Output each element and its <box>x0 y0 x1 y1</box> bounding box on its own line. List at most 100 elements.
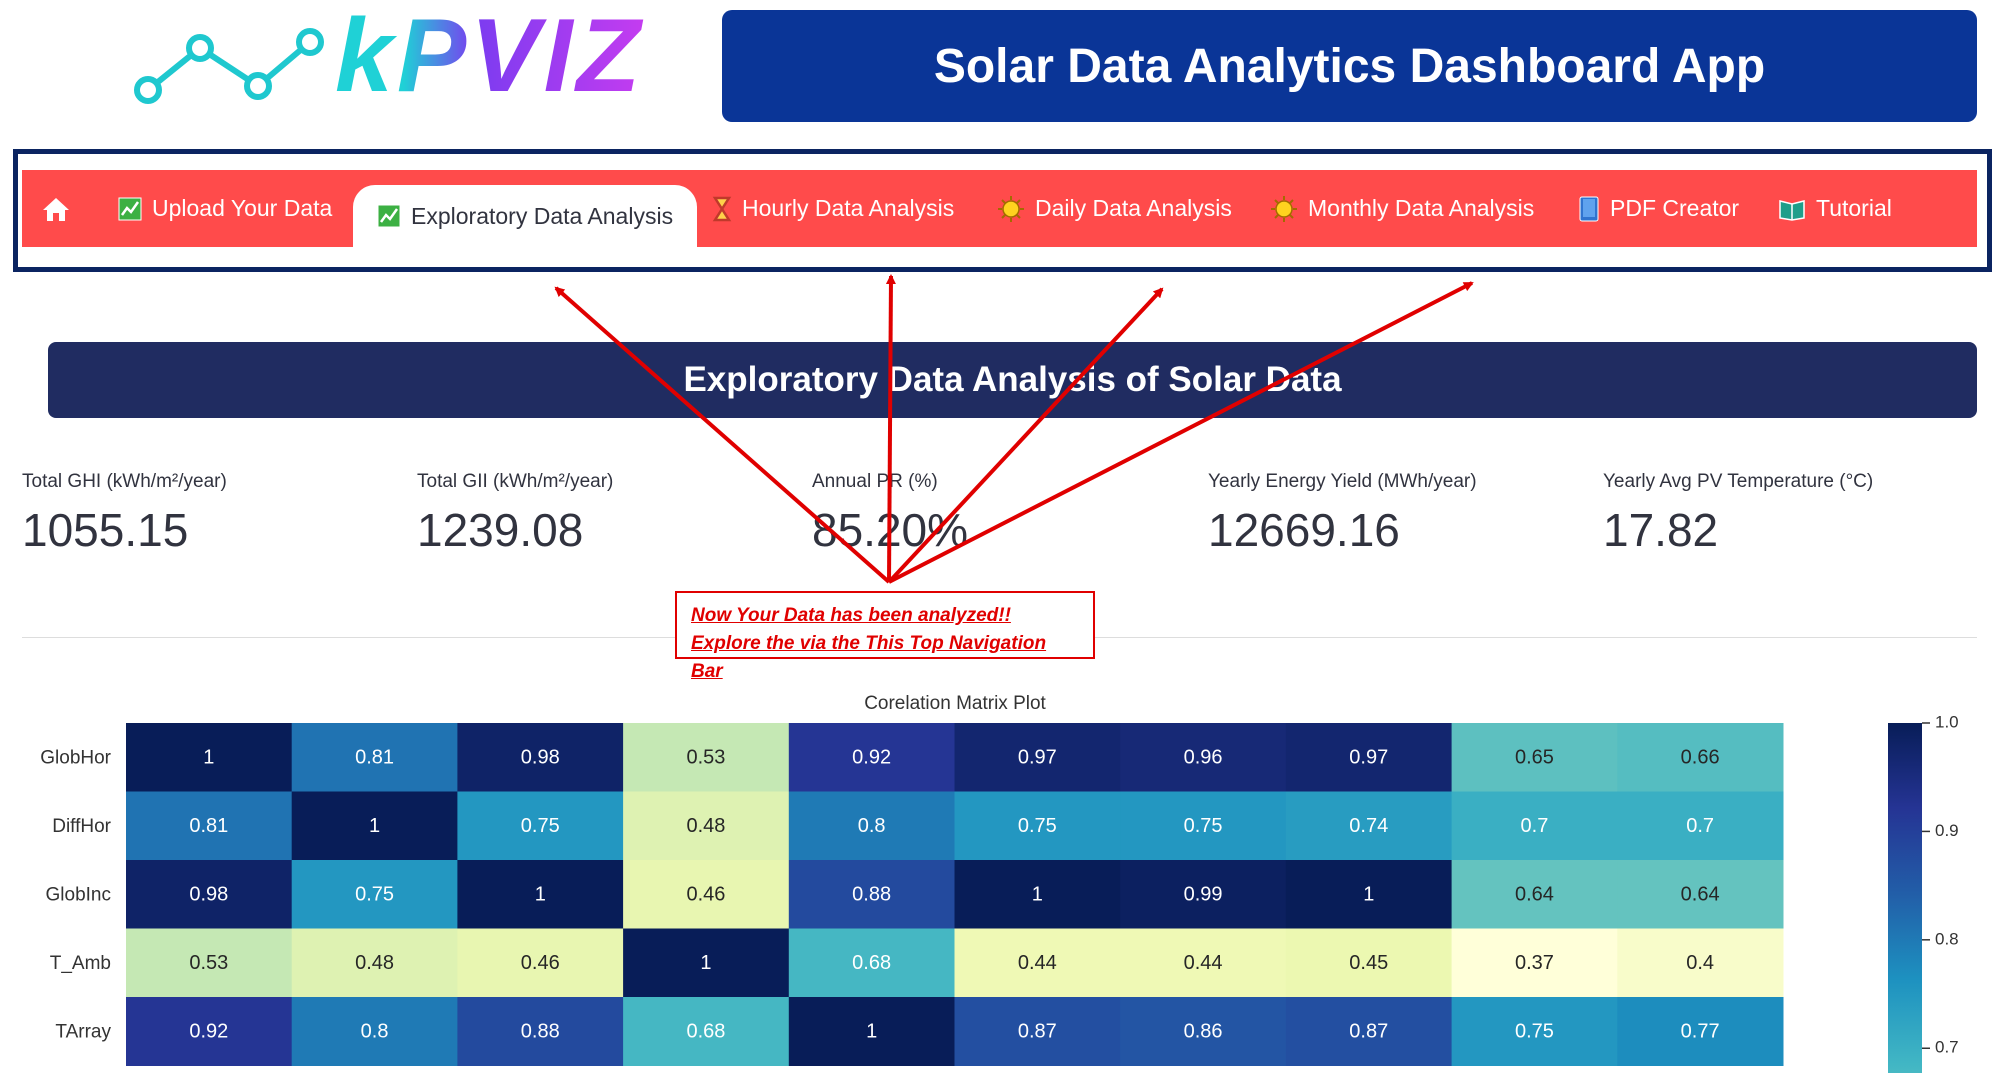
colorbar-tick-label: 0.9 <box>1935 821 1959 840</box>
heatmap-cell <box>1120 928 1287 998</box>
heatmap-cell <box>1451 997 1618 1066</box>
nav-label: PDF Creator <box>1610 195 1740 221</box>
cell-label: 0.98 <box>521 747 560 769</box>
metric-value: 12669.16 <box>1208 504 1400 556</box>
cell-label: 0.97 <box>1349 747 1388 769</box>
heatmap-cell <box>954 723 1121 792</box>
cell-label: 0.88 <box>521 1021 560 1043</box>
cell-label: 0.75 <box>1018 815 1057 837</box>
metric-label: Total GHI (kWh/m²/year) <box>22 471 227 492</box>
metric-value: 1055.15 <box>22 504 189 556</box>
heatmap-cell <box>1120 723 1287 792</box>
heatmap-cell <box>457 860 624 929</box>
cell-label: 0.75 <box>355 884 394 906</box>
cell-label: 1 <box>1032 884 1043 906</box>
heatmap-cell <box>1617 791 1784 861</box>
heatmap-cell <box>1285 860 1453 929</box>
cell-label: 0.53 <box>189 952 228 974</box>
heatmap-cell <box>291 860 458 929</box>
cell-label: 0.87 <box>1018 1021 1057 1043</box>
metric-label: Annual PR (%) <box>812 471 938 492</box>
heatmap-cell <box>126 791 293 861</box>
annotation: Now Your Data has been analyzed!! Explor… <box>675 591 1095 682</box>
cell-label: 0.81 <box>189 815 228 837</box>
cell-label: 0.46 <box>521 952 560 974</box>
heatmap-cell <box>126 928 293 998</box>
cell-label: 0.45 <box>1349 952 1388 974</box>
heatmap-cell <box>126 860 293 929</box>
colorbar-tick-label: 1.0 <box>1935 712 1959 731</box>
nav-label: Hourly Data Analysis <box>742 195 955 221</box>
home-button[interactable] <box>42 170 80 247</box>
colorbar-tick-label: 0.7 <box>1935 1038 1959 1057</box>
annotation-line: Now Your Data has been analyzed!! <box>691 605 1011 626</box>
cell-label: 0.46 <box>686 884 725 906</box>
heatmap-cell <box>954 860 1121 929</box>
cell-label: 0.97 <box>1018 747 1057 769</box>
cell-label: 0.88 <box>852 884 891 906</box>
heatmap-cell <box>1120 791 1287 861</box>
nav-tab[interactable]: Hourly Data Analysis <box>712 170 954 247</box>
heatmap-cell <box>291 723 458 792</box>
metric-label: Yearly Energy Yield (MWh/year) <box>1208 471 1477 492</box>
cell-label: 0.75 <box>521 815 560 837</box>
cell-label: 0.99 <box>1184 884 1223 906</box>
cell-label: 0.65 <box>1515 747 1554 769</box>
cell-label: 0.92 <box>852 747 891 769</box>
nav-tab[interactable]: Daily Data Analysis <box>997 170 1232 247</box>
cell-label: 0.44 <box>1018 952 1057 974</box>
cell-label: 0.66 <box>1681 747 1720 769</box>
cell-label: 0.77 <box>1681 1021 1720 1043</box>
colorbar <box>1888 723 1922 1073</box>
heatmap-cell <box>1285 791 1453 861</box>
cell-label: 0.37 <box>1515 952 1554 974</box>
logo-icon <box>134 28 324 104</box>
cell-label: 0.48 <box>686 815 725 837</box>
cell-label: 1 <box>369 815 380 837</box>
nav-tab[interactable]: Monthly Data Analysis <box>1270 170 1534 247</box>
nav-tab[interactable]: Tutorial <box>1778 170 1892 247</box>
cell-label: 0.68 <box>852 952 891 974</box>
nav-tab[interactable]: PDF Creator <box>1578 170 1739 247</box>
heatmap-cell <box>291 997 458 1066</box>
cell-label: 0.4 <box>1686 952 1714 974</box>
nav-frame <box>13 149 1992 272</box>
heatmap-cell <box>623 860 790 929</box>
heatmap-cell <box>1285 997 1453 1066</box>
heatmap-cell <box>623 723 790 792</box>
heatmap-cell <box>623 791 790 861</box>
cell-label: 0.75 <box>1515 1021 1554 1043</box>
heatmap-cell <box>954 997 1121 1066</box>
row-label: T_Amb <box>50 953 111 974</box>
cell-label: 0.81 <box>355 747 394 769</box>
cell-label: 0.64 <box>1681 884 1720 906</box>
heatmap-cell <box>1617 860 1784 929</box>
nav-tab[interactable]: Upload Your Data <box>118 170 332 247</box>
row-label: GlobInc <box>46 884 111 905</box>
heatmap-cell <box>788 791 955 861</box>
row-label: GlobHor <box>40 747 111 768</box>
heatmap-cell <box>457 791 624 861</box>
nav-label: Monthly Data Analysis <box>1308 195 1535 221</box>
heatmap-cell <box>457 928 624 998</box>
metric-label: Yearly Avg PV Temperature (°C) <box>1603 471 1874 492</box>
heatmap-cell <box>291 791 458 861</box>
section-title: Exploratory Data Analysis of Solar Data <box>48 342 1977 418</box>
row-label: TArray <box>55 1021 111 1042</box>
cell-label: 0.86 <box>1184 1021 1223 1043</box>
cell-label: 0.64 <box>1515 884 1554 906</box>
heatmap-cell <box>457 723 624 792</box>
heatmap-cell <box>1451 791 1618 861</box>
heatmap-cell <box>291 928 458 998</box>
heatmap-cell <box>126 997 293 1066</box>
nav-label: Exploratory Data Analysis <box>411 202 674 229</box>
cell-label: 0.8 <box>361 1021 389 1043</box>
annotation-line: Explore the via the This Top Navigation … <box>691 633 1047 682</box>
chart-title: Corelation Matrix Plot <box>864 693 1046 714</box>
heatmap-cell <box>788 860 955 929</box>
cell-label: 0.53 <box>686 747 725 769</box>
heatmap-cell <box>1120 860 1287 929</box>
nav-tab[interactable]: Exploratory Data Analysis <box>353 185 698 247</box>
cell-label: 0.98 <box>189 884 228 906</box>
